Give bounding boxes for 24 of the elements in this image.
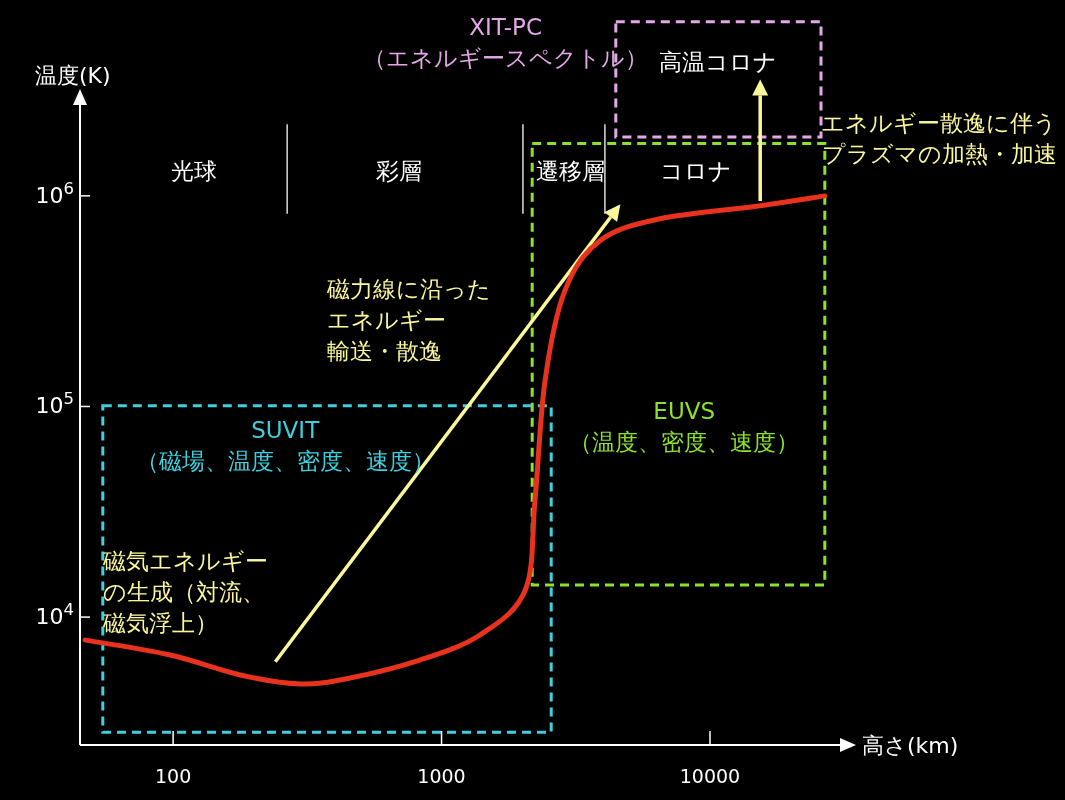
y-tick-label: 10$^{4}$ — [35, 599, 74, 630]
annotation: 磁気エネルギー — [101, 548, 268, 574]
text: 高温コロナ — [659, 48, 778, 75]
text: XIT-PC （エネルギースペクトル） — [363, 13, 649, 71]
annotation: SUVIT （磁場、温度、密度、速度） — [135, 416, 435, 474]
annotation: 磁力線に沿った — [326, 276, 491, 302]
y-axis-title: 温度(K) — [35, 63, 111, 88]
annotation: プラズマの加熱・加速 — [822, 140, 1057, 167]
x-tick-label: 10000 — [679, 765, 741, 787]
annotation: エネルギー散逸に伴う — [821, 109, 1057, 136]
x-tick-label: 1000 — [417, 765, 466, 787]
annotation: エネルギー — [327, 307, 446, 333]
x-tick-label: 100 — [154, 765, 192, 787]
annotation: 彩層 — [376, 157, 423, 184]
annotation: EUVS （温度、密度、速度） — [569, 397, 800, 455]
x-axis-title: 高さ(km) — [862, 733, 959, 758]
annotation: 磁気浮上） — [101, 610, 218, 636]
y-tick-label: 10$^{5}$ — [35, 388, 74, 419]
annotation: コロナ — [659, 157, 732, 184]
y-tick-label: 10$^{6}$ — [35, 178, 74, 208]
annotation: 遷移層 — [535, 157, 605, 184]
annotation: 光球 — [171, 157, 217, 184]
annotation: の生成（対流、 — [102, 579, 265, 605]
annotation: 輸送・散逸 — [327, 338, 442, 364]
